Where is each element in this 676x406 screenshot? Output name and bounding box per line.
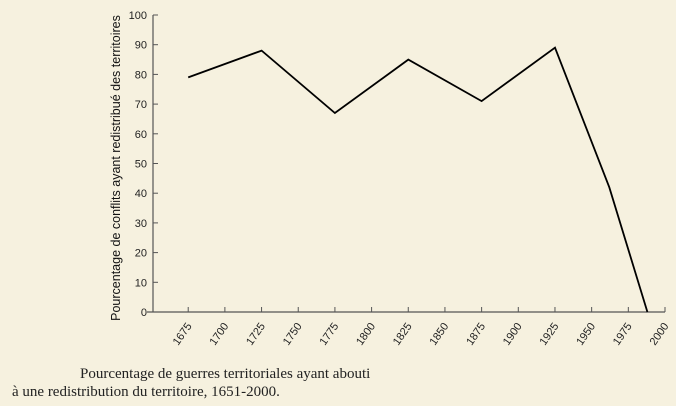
y-axis-title: Pourcentage de conflits ayant redistribu…	[109, 15, 123, 321]
x-tick-label-1750: 1750	[281, 321, 305, 348]
y-tick-label-80: 80	[135, 69, 147, 81]
y-tick-label-70: 70	[135, 99, 147, 111]
x-tick-label-1675: 1675	[171, 321, 195, 348]
caption-line-1: Pourcentage de guerres territoriales aya…	[80, 366, 371, 382]
x-tick-label-1975: 1975	[611, 321, 635, 348]
x-tick-label-1850: 1850	[428, 321, 452, 348]
plot-area	[187, 46, 649, 313]
x-tick-label-1925: 1925	[538, 321, 562, 348]
y-tick-label-40: 40	[135, 188, 147, 200]
figure-caption: Pourcentage de guerres territoriales aya…	[12, 365, 652, 401]
x-tick-label-1825: 1825	[391, 321, 415, 348]
y-tick-label-60: 60	[135, 129, 147, 141]
x-axis: 1675 1700 1725 1750 1775 1800 1825 1850 1875 1900…	[147, 307, 671, 348]
y-axis: 0 10 20 30 40 50 60 70 80 90 100	[129, 10, 158, 319]
x-tick-label-1725: 1725	[244, 321, 268, 348]
y-tick-label-100: 100	[129, 10, 147, 22]
series-line-0	[187, 46, 649, 313]
caption-line-2: à une redistribution du territoire, 1651…	[12, 384, 280, 400]
y-tick-label-50: 50	[135, 159, 147, 171]
y-tick-label-10: 10	[135, 277, 147, 289]
x-tick-label-1875: 1875	[464, 321, 488, 348]
x-tick-label-1700: 1700	[207, 321, 231, 348]
line-chart: Pourcentage de conflits ayant redistribu…	[109, 10, 671, 348]
x-tick-label-1775: 1775	[317, 321, 341, 348]
y-tick-label-20: 20	[135, 248, 147, 260]
x-tick-label-2000: 2000	[648, 321, 672, 348]
y-tick-label-30: 30	[135, 218, 147, 230]
y-tick-label-90: 90	[135, 40, 147, 52]
y-tick-label-0: 0	[141, 307, 147, 319]
x-tick-label-1900: 1900	[501, 321, 525, 348]
x-tick-label-1950: 1950	[574, 321, 598, 348]
x-tick-label-1800: 1800	[354, 321, 378, 348]
